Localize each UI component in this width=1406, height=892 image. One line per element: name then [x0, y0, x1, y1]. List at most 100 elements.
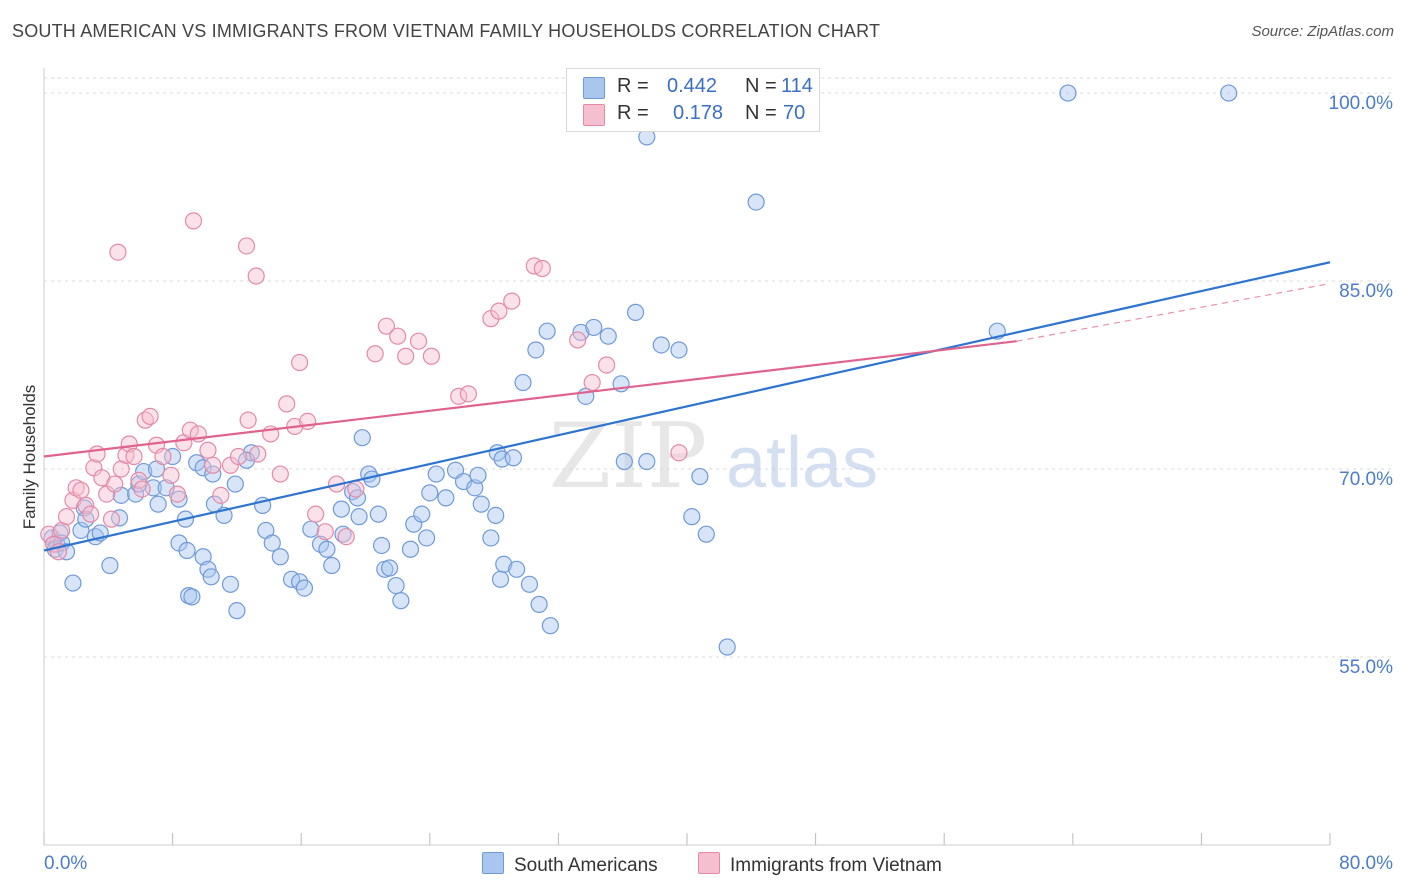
south-american-point — [1220, 84, 1238, 102]
south-american-point — [615, 452, 633, 471]
south-american-point — [381, 559, 399, 577]
south-american-point — [508, 560, 526, 578]
south-american-point — [437, 489, 455, 507]
legend-swatch-blue — [482, 852, 504, 874]
vietnam-point — [533, 259, 551, 278]
stats-legend: R = 0.442 N = 114 R = 0.178 N = 70 — [566, 68, 820, 132]
south-american-point — [149, 495, 167, 513]
legend-r-value: 0.442 — [667, 75, 718, 97]
x-tick-label-max: 80.0% — [1339, 853, 1393, 874]
vietnam-point — [347, 480, 365, 498]
vietnam-point — [67, 479, 85, 497]
vietnam-point — [290, 353, 309, 372]
vietnam-point — [82, 505, 100, 523]
south-american-point — [334, 525, 352, 543]
y-tick-label: 100.0% — [1329, 93, 1394, 114]
south-american-point — [204, 465, 222, 483]
south-american-point — [469, 466, 487, 484]
vietnam-point — [670, 444, 688, 462]
south-american-point — [599, 327, 617, 345]
y-axis-label: Family Households — [20, 384, 39, 530]
south-american-point — [77, 510, 95, 528]
south-american-point — [202, 568, 220, 586]
legend-r-label: R = — [617, 102, 649, 124]
south-american-point — [487, 506, 505, 525]
south-american-point — [164, 447, 182, 466]
legend-label: South Americans — [514, 855, 658, 876]
south-american-point — [541, 617, 559, 635]
vietnam-point — [141, 407, 159, 425]
legend-n-value: 70 — [783, 102, 806, 124]
south-american-point — [271, 548, 289, 566]
south-american-point — [638, 452, 656, 471]
south-american-point — [221, 575, 240, 593]
legend-swatch-pink — [698, 852, 720, 874]
south-american-point — [348, 489, 367, 507]
south-american-point — [194, 459, 212, 477]
south-american-point — [318, 540, 336, 558]
south-american-point — [350, 508, 368, 526]
vietnam-trend-extension — [1016, 282, 1331, 342]
south-american-point — [295, 579, 314, 597]
south-american-point — [520, 575, 539, 593]
legend-r-value: 0.178 — [673, 102, 724, 124]
south-american-point — [64, 574, 82, 592]
vietnam-point — [409, 332, 428, 350]
vietnam-point — [57, 508, 76, 526]
south-american-point — [697, 525, 715, 543]
vietnam-point — [168, 485, 187, 503]
legend-swatch-blue — [583, 77, 605, 99]
vietnam-point — [389, 327, 407, 345]
watermark-atlas: atlas — [726, 423, 878, 503]
south-american-point — [670, 341, 688, 359]
south-american-point — [263, 534, 281, 552]
vietnam-point — [229, 447, 248, 466]
vietnam-point — [88, 445, 106, 463]
vietnam-point — [569, 331, 587, 349]
grid-layer — [44, 77, 1392, 658]
south-american-point — [527, 341, 545, 359]
south-american-point — [626, 303, 645, 321]
south-american-point — [421, 484, 439, 502]
vietnam-point — [237, 237, 256, 255]
legend-n-label: N = — [745, 75, 777, 97]
vietnam-point — [450, 387, 468, 405]
south-american-point — [427, 465, 445, 483]
vietnam-point — [212, 486, 230, 504]
south-american-point — [691, 467, 709, 486]
south-american-point — [491, 570, 510, 588]
vietnam-point — [490, 302, 508, 320]
watermark-zip: ZIP — [549, 404, 708, 509]
legend-n-label: N = — [745, 102, 777, 124]
south-american-point — [228, 602, 246, 620]
vietnam-point — [316, 523, 334, 541]
legend-r-label: R = — [617, 75, 649, 97]
south-american-point — [683, 508, 701, 526]
vietnam-point — [503, 292, 521, 310]
south-american-point — [504, 449, 522, 467]
south-american-point — [530, 595, 548, 613]
south-american-point — [101, 556, 119, 575]
vietnam-point — [422, 347, 441, 365]
south-american-point — [226, 475, 244, 493]
vietnam-point — [271, 465, 289, 483]
vietnam-trend-line — [43, 340, 1017, 458]
legend-item-south-americans[interactable]: South Americans — [482, 852, 658, 877]
south-american-point — [332, 500, 350, 518]
vietnam-point — [307, 505, 325, 523]
vietnam-point — [366, 345, 384, 363]
south-american-point — [369, 505, 387, 523]
vietnam-point — [72, 481, 90, 499]
south-american-point — [747, 193, 765, 211]
south-american-point — [538, 322, 556, 340]
y-tick-label: 70.0% — [1339, 469, 1393, 490]
vietnam-point — [109, 243, 127, 261]
south-american-point — [482, 529, 500, 547]
vietnam-point — [337, 528, 355, 546]
south-american-point — [323, 556, 341, 575]
legend-label: Immigrants from Vietnam — [730, 855, 942, 876]
vietnam-point — [154, 447, 172, 466]
legend-item-vietnam[interactable]: Immigrants from Vietnam — [698, 852, 942, 877]
vietnam-point — [598, 356, 616, 374]
